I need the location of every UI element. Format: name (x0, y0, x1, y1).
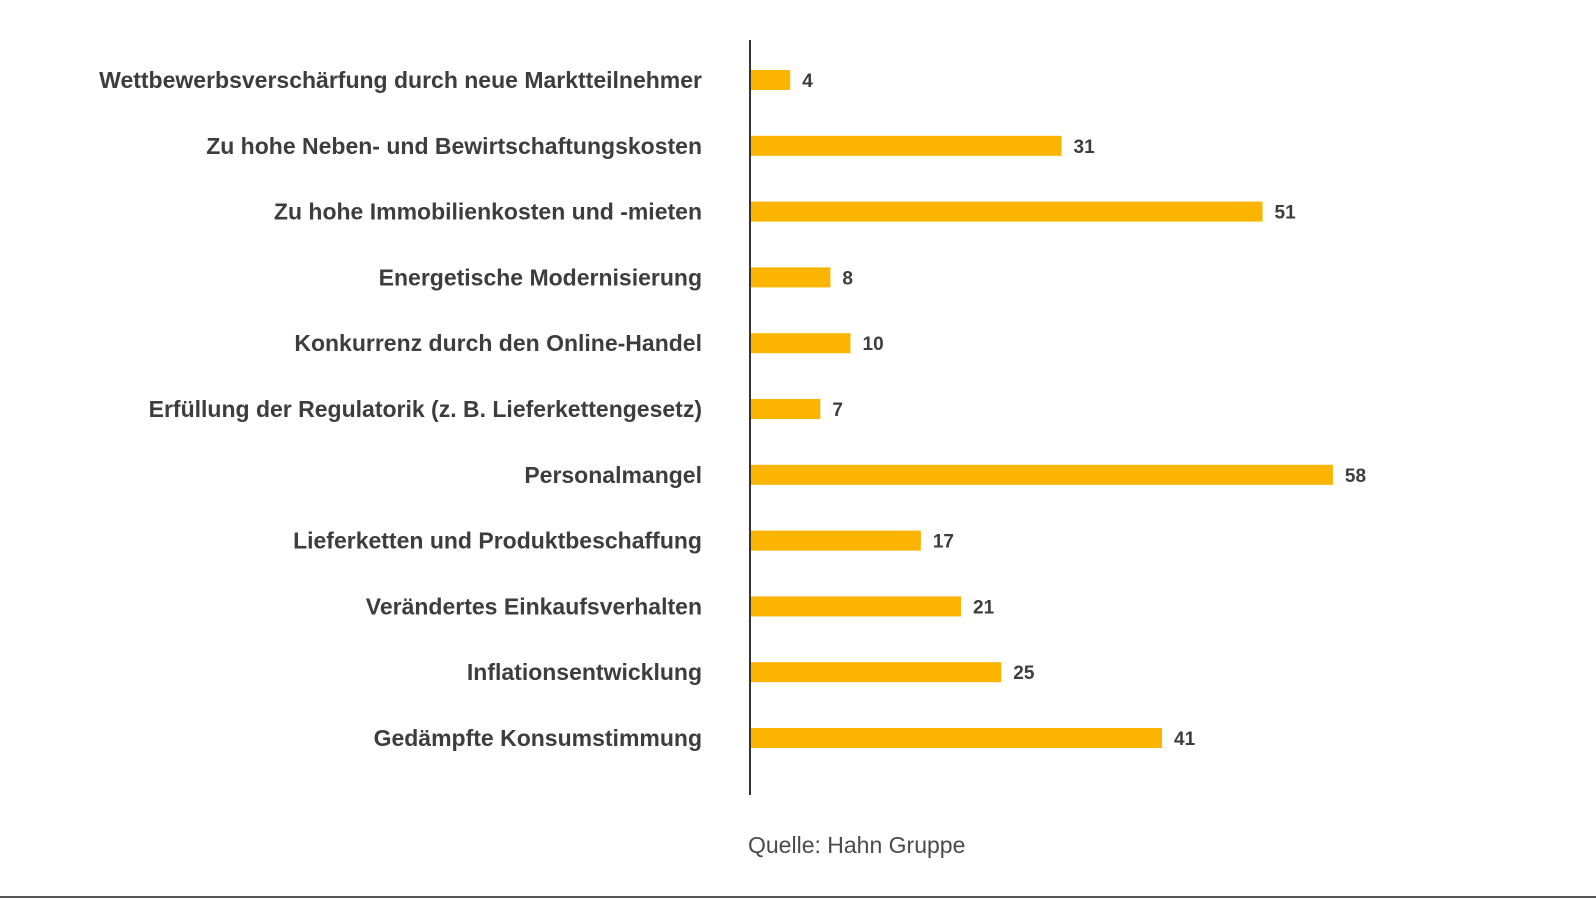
category-label: Erfüllung der Regulatorik (z. B. Lieferk… (149, 396, 702, 422)
category-labels: Wettbewerbsverschärfung durch neue Markt… (99, 67, 702, 751)
category-label: Inflationsentwicklung (467, 659, 702, 685)
value-label: 7 (832, 400, 843, 421)
category-label: Personalmangel (524, 462, 702, 488)
source-note: Quelle: Hahn Gruppe (748, 832, 966, 858)
category-label: Zu hohe Neben- und Bewirtschaftungskoste… (206, 133, 702, 159)
value-label: 41 (1174, 729, 1196, 750)
bar (750, 333, 851, 354)
value-label: 4 (802, 71, 813, 92)
bar (750, 135, 1062, 156)
value-label: 58 (1345, 466, 1366, 487)
bar (750, 530, 921, 551)
category-label: Energetische Modernisierung (379, 264, 702, 290)
bar (750, 728, 1163, 748)
bars (750, 70, 1333, 748)
value-labels: 4 31 51 8 10 7 58 17 21 25 41 (802, 71, 1366, 750)
value-label: 31 (1074, 137, 1096, 158)
bar (750, 662, 1002, 683)
category-label: Gedämpfte Konsumstimmung (374, 725, 702, 751)
value-label: 51 (1275, 203, 1297, 224)
bar (750, 464, 1333, 485)
value-label: 21 (973, 597, 995, 618)
value-label: 25 (1013, 663, 1035, 684)
value-label: 17 (933, 532, 954, 553)
category-label: Konkurrenz durch den Online-Handel (294, 330, 702, 356)
value-label: 10 (863, 334, 884, 355)
bar (750, 201, 1263, 222)
bar (750, 267, 831, 288)
bottom-divider (0, 896, 1596, 898)
category-label: Lieferketten und Produktbeschaffung (293, 528, 702, 554)
bar (750, 596, 962, 617)
category-label: Wettbewerbsverschärfung durch neue Markt… (99, 67, 702, 93)
value-label: 8 (842, 268, 853, 289)
bar (750, 70, 791, 90)
category-label: Verändertes Einkaufsverhalten (366, 593, 702, 619)
category-label: Zu hohe Immobilienkosten und -mieten (274, 199, 702, 225)
bar (750, 399, 821, 419)
